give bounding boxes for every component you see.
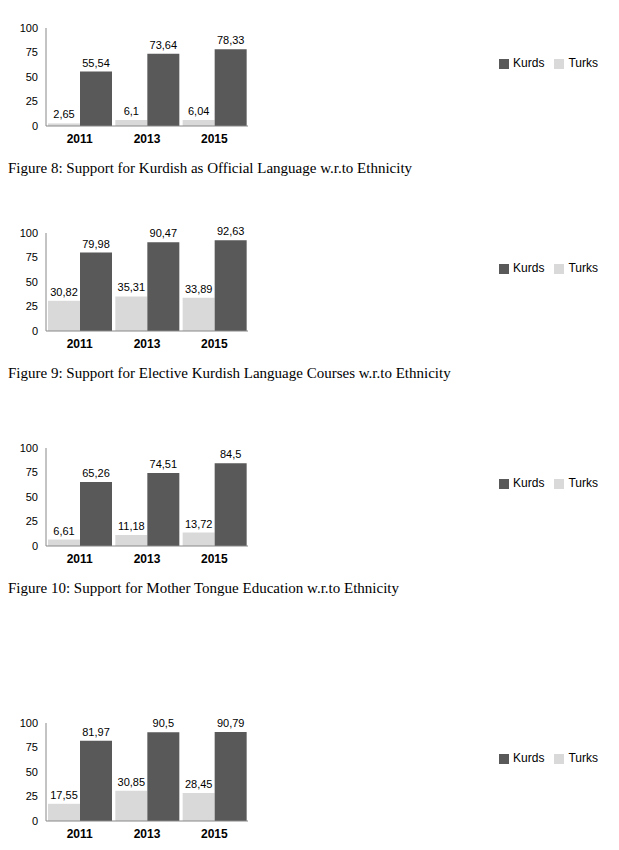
svg-text:100: 100 [20,717,38,729]
svg-text:0: 0 [32,540,38,552]
svg-text:25: 25 [26,515,38,527]
svg-text:90,5: 90,5 [153,717,174,729]
svg-text:13,72: 13,72 [185,518,213,530]
svg-text:55,54: 55,54 [82,57,110,69]
svg-text:90,79: 90,79 [217,717,245,729]
svg-text:6,04: 6,04 [188,105,209,117]
svg-text:92,63: 92,63 [217,225,245,237]
svg-text:2015: 2015 [201,827,228,841]
svg-text:78,33: 78,33 [217,34,245,46]
svg-text:25: 25 [26,300,38,312]
svg-text:2015: 2015 [201,132,228,146]
svg-text:25: 25 [26,95,38,107]
html-text:Turks: Turks [568,751,598,765]
svg-text:75: 75 [26,251,38,263]
svg-text:74,51: 74,51 [150,458,178,470]
svg-text:2011: 2011 [67,132,93,146]
svg-text:50: 50 [26,276,38,288]
html-text:Turks: Turks [568,56,598,70]
html-text:Figure 10: Support for Mother: Figure 10: Support for Mother Tongue Edu… [8,580,399,596]
svg-text:50: 50 [26,491,38,503]
html-text:Kurds: Kurds [513,751,545,765]
html-text:Kurds: Kurds [513,261,545,275]
svg-text:100: 100 [20,22,38,34]
svg-text:81,97: 81,97 [82,726,110,738]
svg-text:75: 75 [26,741,38,753]
svg-text:30,82: 30,82 [50,286,78,298]
html-text:Figure 8: Support for Kurdish: Figure 8: Support for Kurdish as Officia… [8,160,413,176]
svg-text:2011: 2011 [67,552,93,566]
svg-text:2011: 2011 [67,337,93,351]
svg-text:50: 50 [26,71,38,83]
svg-text:100: 100 [20,442,38,454]
svg-text:17,55: 17,55 [50,789,78,801]
svg-text:0: 0 [32,815,38,827]
svg-text:65,26: 65,26 [82,467,110,479]
svg-text:2013: 2013 [134,827,161,841]
svg-text:33,89: 33,89 [185,283,213,295]
svg-text:50: 50 [26,766,38,778]
svg-text:35,31: 35,31 [118,281,146,293]
svg-text:2013: 2013 [134,552,161,566]
svg-text:73,64: 73,64 [150,39,178,51]
svg-text:2015: 2015 [201,552,228,566]
html-text:Turks: Turks [568,476,598,490]
svg-text:28,45: 28,45 [185,778,213,790]
svg-text:0: 0 [32,120,38,132]
html-text:Figure 9: Support for Elective: Figure 9: Support for Elective Kurdish L… [8,365,451,381]
svg-text:100: 100 [20,227,38,239]
svg-text:2013: 2013 [134,337,161,351]
svg-text:30,85: 30,85 [118,776,146,788]
svg-text:79,98: 79,98 [82,238,110,250]
html-text:Turks: Turks [568,261,598,275]
svg-text:75: 75 [26,46,38,58]
svg-text:25: 25 [26,790,38,802]
svg-text:6,1: 6,1 [124,105,139,117]
svg-text:2015: 2015 [201,337,228,351]
html-text:Kurds: Kurds [513,56,545,70]
svg-text:2013: 2013 [134,132,161,146]
svg-text:75: 75 [26,466,38,478]
svg-text:0: 0 [32,325,38,337]
svg-text:6,61: 6,61 [53,525,74,537]
html-text:Kurds: Kurds [513,476,545,490]
svg-text:2,65: 2,65 [53,108,74,120]
svg-text:84,5: 84,5 [220,448,241,460]
svg-text:11,18: 11,18 [118,520,145,532]
svg-text:2011: 2011 [67,827,93,841]
svg-text:90,47: 90,47 [150,227,178,239]
